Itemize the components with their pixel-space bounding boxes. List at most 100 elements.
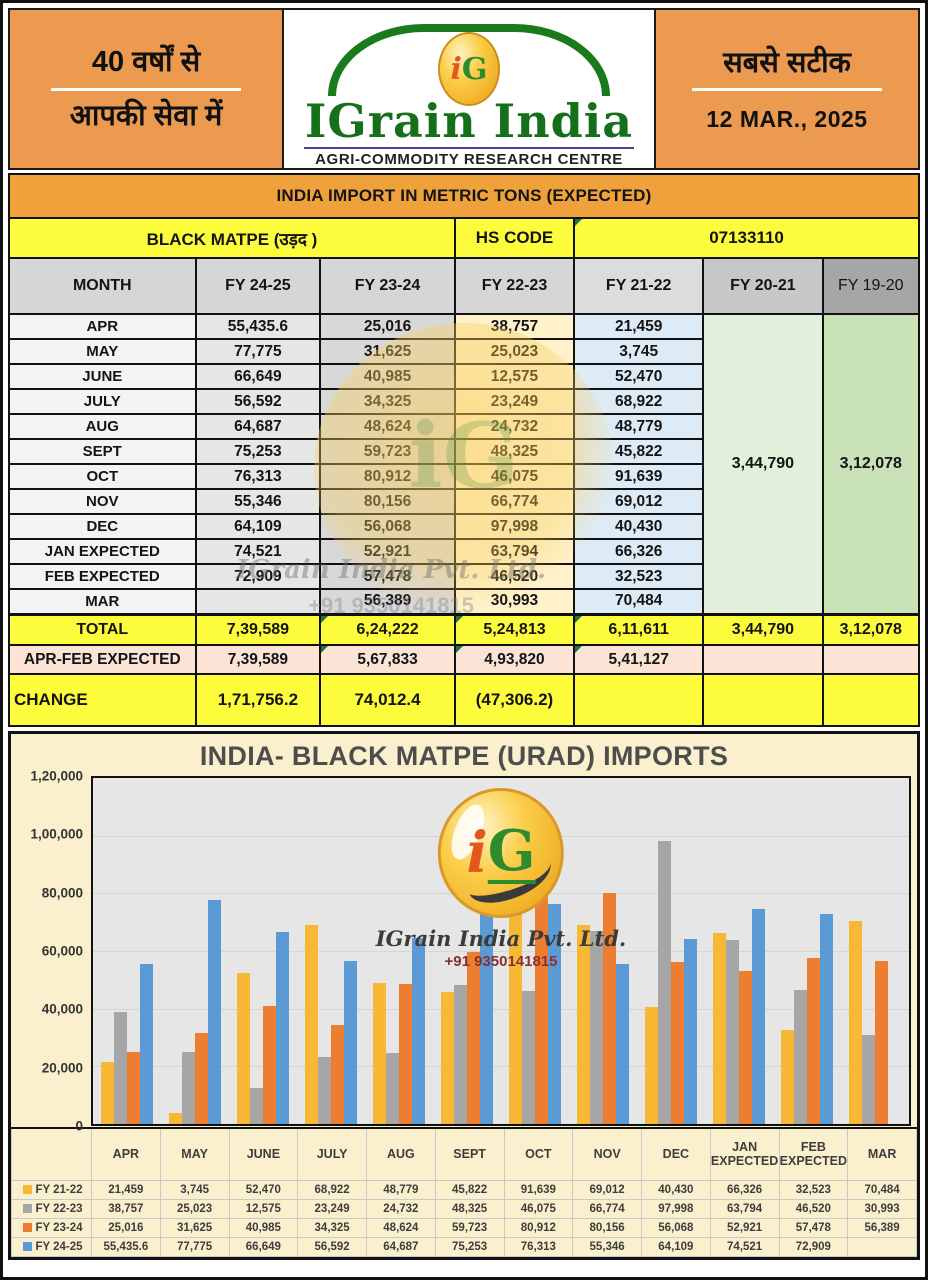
bar-group-aug — [365, 778, 433, 1124]
value-cell-fy2223: 63,794 — [453, 538, 576, 565]
bar-group-oct — [501, 778, 569, 1124]
chart-month-header: JUNE — [228, 1127, 299, 1181]
total-label: TOTAL — [8, 612, 197, 646]
chart-value-cell: 72,909 — [778, 1236, 849, 1257]
value-cell-fy2425: 74,521 — [194, 538, 322, 565]
value-cell-fy2223: 25,023 — [453, 338, 576, 365]
chart-series-row: FY 24-25 55,435.6 77,775 66,649 56,592 64,687… — [11, 1236, 917, 1257]
chart-month-header: MAR — [847, 1127, 917, 1181]
col-header-month: MONTH — [8, 257, 197, 315]
column-header-row: MONTH FY 24-25 FY 23-24 FY 22-23 FY 21-2… — [8, 257, 920, 315]
bar-fy-22-23 — [454, 984, 467, 1124]
legend-swatch-icon — [23, 1184, 33, 1194]
apr-feb-fy2122: 5,41,127 — [573, 644, 705, 675]
chart-value-cell: 52,470 — [228, 1179, 299, 1200]
bar-fy-23-24 — [263, 1005, 276, 1124]
bar-fy-21-22 — [441, 991, 454, 1124]
bar-fy-24-25 — [820, 913, 833, 1124]
value-cell-fy2324: 25,016 — [319, 313, 456, 340]
gridline — [93, 1066, 909, 1068]
value-cell-fy2425: 72,909 — [194, 563, 322, 590]
value-cell-fy2324: 56,068 — [319, 513, 456, 540]
chart-month-header: FEB EXPECTED — [778, 1127, 849, 1181]
bar-fy-23-24 — [195, 1032, 208, 1124]
logo-monogram-i: i — [450, 51, 462, 87]
chart-value-cell: 56,592 — [297, 1236, 367, 1257]
y-tick-label: 60,000 — [41, 943, 83, 959]
legend-entry: FY 22-23 — [11, 1198, 92, 1219]
col-header-fy2425: FY 24-25 — [194, 257, 322, 315]
brand-name: IGrain India — [304, 94, 634, 148]
value-cell-fy2223: 97,998 — [453, 513, 576, 540]
bar-fy-23-24 — [875, 961, 888, 1124]
bar-fy-21-22 — [781, 1030, 794, 1124]
value-cell-fy2425: 75,253 — [194, 438, 322, 465]
bar-groups — [93, 778, 909, 1124]
value-cell-fy2223: 48,325 — [453, 438, 576, 465]
bar-fy-21-22 — [509, 859, 522, 1124]
value-cell-fy2223: 30,993 — [453, 588, 576, 615]
y-tick-label: 80,000 — [41, 885, 83, 901]
bar-group-sept — [433, 778, 501, 1124]
value-cell-fy2324: 80,912 — [319, 463, 456, 490]
report-date: 12 MAR., 2025 — [706, 106, 868, 133]
value-cell-fy2122: 21,459 — [573, 313, 705, 340]
total-row: TOTAL 7,39,589 6,24,222 5,24,813 6,11,61… — [8, 612, 920, 646]
bar-fy-21-22 — [237, 972, 250, 1124]
chart-value-cell: 48,779 — [366, 1179, 436, 1200]
value-cell-fy2425: 77,775 — [194, 338, 322, 365]
bar-group-june — [229, 778, 297, 1124]
chart-month-header: JAN EXPECTED — [709, 1127, 780, 1181]
value-cell-fy2223: 46,520 — [453, 563, 576, 590]
bar-fy-23-24 — [331, 1025, 344, 1124]
value-cell-fy2122: 91,639 — [573, 463, 705, 490]
bar-fy-23-24 — [535, 890, 548, 1124]
y-tick-label: 20,000 — [41, 1060, 83, 1076]
change-fy2122-empty — [573, 673, 705, 727]
header-right-panel: सबसे सटीक 12 MAR., 2025 — [654, 8, 920, 170]
month-cell: FEB EXPECTED — [8, 563, 197, 590]
bar-fy-21-22 — [577, 925, 590, 1124]
commodity-row: BLACK MATPE (उड़द ) HS CODE 07133110 — [8, 217, 920, 259]
total-fy2122: 6,11,611 — [573, 612, 705, 646]
bar-fy-23-24 — [399, 983, 412, 1124]
change-fy2324: 74,012.4 — [319, 673, 456, 727]
y-tick-label: 1,00,000 — [30, 826, 83, 842]
header-left-panel: 40 वर्षों से आपकी सेवा में — [8, 8, 284, 170]
value-cell-fy2122: 40,430 — [573, 513, 705, 540]
chart-value-cell: 97,998 — [641, 1198, 711, 1219]
chart-month-header: OCT — [503, 1127, 574, 1181]
month-cell: DEC — [8, 513, 197, 540]
chart-value-cell: 45,822 — [434, 1179, 505, 1200]
chart-body: 1,20,000 1,00,000 80,000 60,000 40,000 20,000… — [11, 769, 917, 1134]
chart-month-header: NOV — [572, 1127, 642, 1181]
month-cell: MAR — [8, 588, 197, 615]
total-fy1920: 3,12,078 — [821, 612, 920, 646]
bar-fy-24-25 — [480, 907, 493, 1124]
brand-subtitle: AGRI-COMMODITY RESEARCH CENTRE — [315, 151, 623, 168]
chart-value-cell: 77,775 — [159, 1236, 230, 1257]
value-cell-fy2425: 64,109 — [194, 513, 322, 540]
chart-value-cell: 24,732 — [366, 1198, 436, 1219]
legend-swatch-icon — [23, 1222, 33, 1232]
chart-value-cell: 80,912 — [503, 1217, 574, 1238]
value-cell-fy2425: 55,435.6 — [194, 313, 322, 340]
bar-fy-24-25 — [752, 909, 765, 1124]
bar-fy-22-23 — [386, 1052, 399, 1124]
value-cell-fy2324: 40,985 — [319, 363, 456, 390]
chart-value-cell: 40,985 — [228, 1217, 299, 1238]
import-table-body: INDIA IMPORT IN METRIC TONS (EXPECTED) B… — [8, 173, 920, 727]
chart-value-cell: 63,794 — [709, 1198, 780, 1219]
chart-series-row: FY 23-24 25,016 31,625 40,985 34,325 48,624 59… — [11, 1217, 917, 1238]
chart-value-cell: 57,478 — [778, 1217, 849, 1238]
bar-group-feb-expected — [773, 778, 841, 1124]
change-fy1920-empty — [821, 673, 920, 727]
banner-row: INDIA IMPORT IN METRIC TONS (EXPECTED) — [8, 173, 920, 219]
bar-fy-24-25 — [684, 939, 697, 1124]
chart-value-cell: 12,575 — [228, 1198, 299, 1219]
value-cell-fy2122: 32,523 — [573, 563, 705, 590]
legend-swatch-icon — [23, 1203, 33, 1213]
